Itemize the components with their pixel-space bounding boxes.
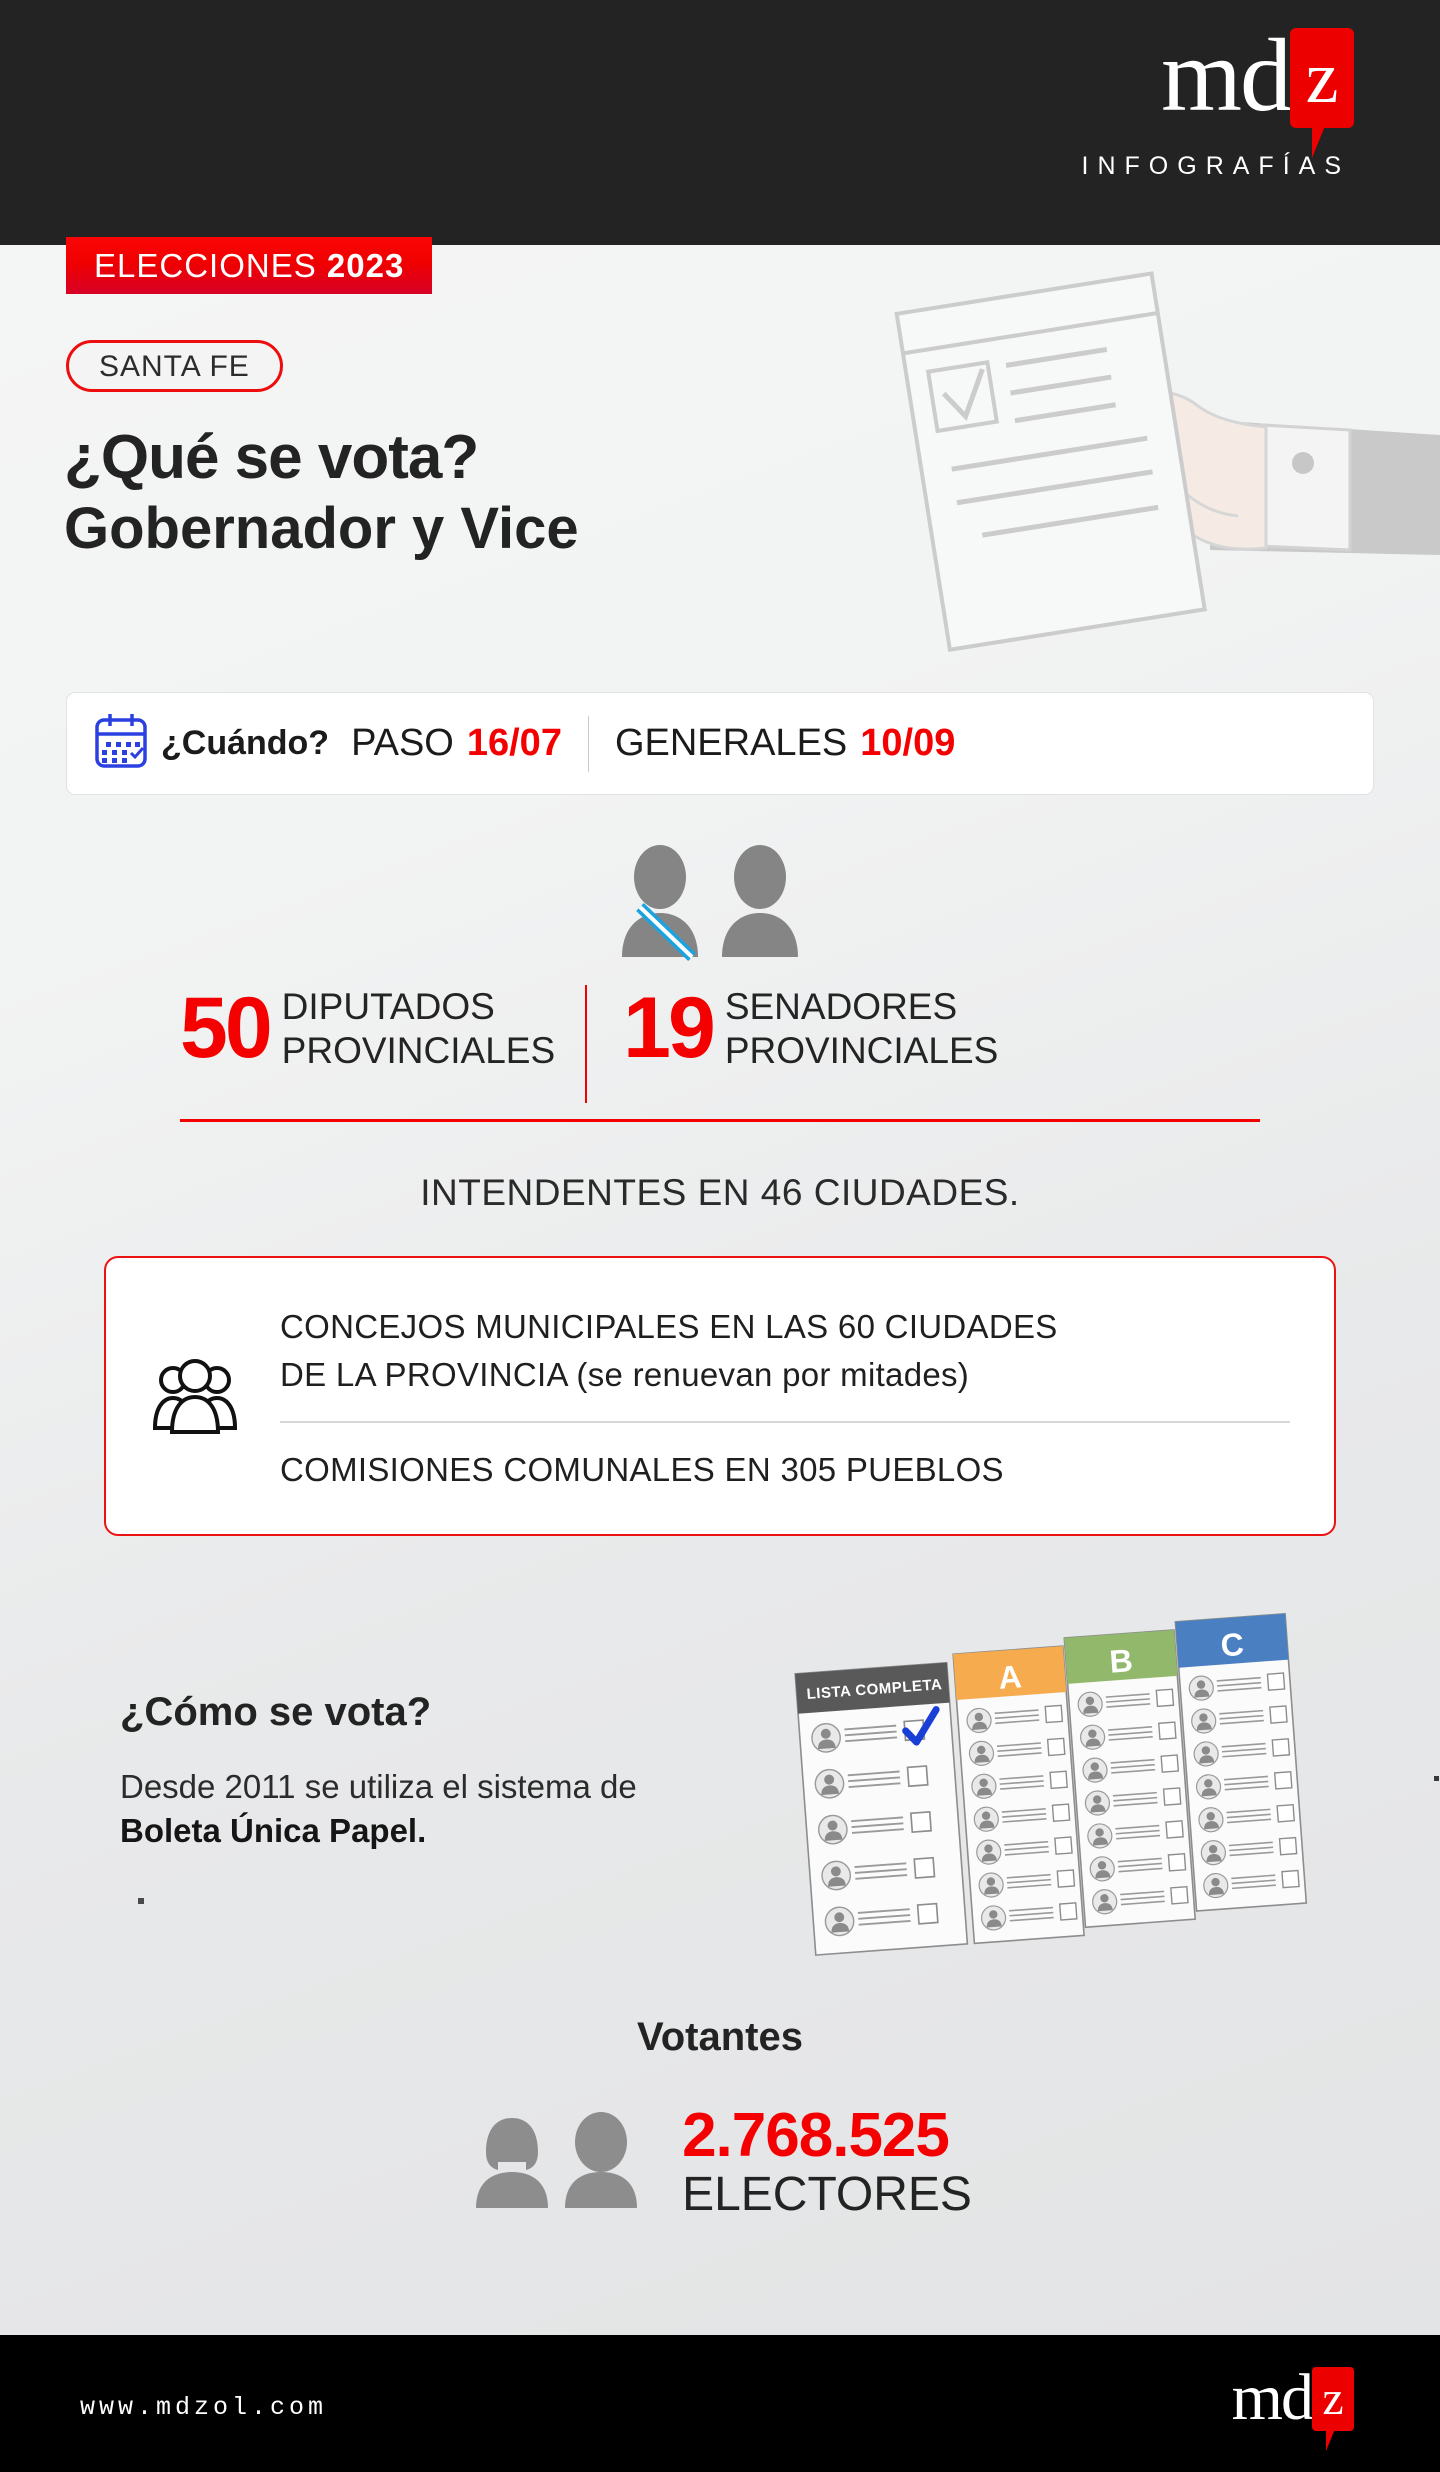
paso-name: PASO <box>351 722 454 764</box>
when-divider <box>587 715 589 772</box>
brand-letters: md <box>1161 18 1292 133</box>
artifact-dot <box>138 1898 144 1904</box>
ballot-column-b: B <box>1063 1629 1197 1929</box>
voters-row: 2.768.525 ELECTORES <box>0 2105 1440 2219</box>
footer-brand-accent-letter: z <box>1322 2372 1344 2425</box>
how-to-vote-block: ¿Cómo se vota? Desde 2011 se utiliza el … <box>120 1690 740 1853</box>
voters-count: 2.768.525 <box>682 2101 950 2170</box>
ballot-column-a: A <box>952 1645 1085 1945</box>
footer-brand-letters: md <box>1231 2361 1314 2434</box>
diputados-number: 50 <box>180 979 273 1076</box>
elections-badge-text: ELECCIONES <box>94 247 317 284</box>
seat-count-senadores: 19 SENADORES PROVINCIALES <box>623 985 998 1072</box>
svg-text:C: C <box>1219 1626 1245 1664</box>
voters-title: Votantes <box>637 2015 803 2059</box>
svg-text:A: A <box>997 1658 1023 1696</box>
province-pill: SANTA FE <box>66 340 283 392</box>
brand-subtitle: INFOGRAFÍAS <box>1081 152 1350 180</box>
province-label: SANTA FE <box>99 350 250 383</box>
people-group-icon <box>150 1358 240 1439</box>
when-label: ¿Cuándo? <box>161 724 330 762</box>
councils-line1-a: CONCEJOS MUNICIPALES EN LAS 60 CIUDADES <box>280 1308 1058 1346</box>
mayors-line: INTENDENTES EN 46 CIUDADES. <box>420 1172 1020 1213</box>
when-segment-generales: GENERALES 10/09 <box>615 722 955 765</box>
header-bar: md z INFOGRAFÍAS <box>0 0 1440 245</box>
page-title: ¿Qué se vota? Gobernador y Vice <box>64 425 579 563</box>
artifact-dot-right <box>1434 1776 1439 1781</box>
two-people-icon <box>468 2110 658 2215</box>
councils-line1-b: DE LA PROVINCIA <box>280 1356 577 1393</box>
hand-ballot-svg <box>894 271 1440 652</box>
voters-label: ELECTORES <box>682 2168 972 2221</box>
senadores-line1: SENADORES <box>724 986 958 1027</box>
footer-bar: www.mdzol.com md z <box>0 2335 1440 2472</box>
how-to-vote-body-prefix: Desde 2011 se utiliza el sistema de <box>120 1768 637 1805</box>
ballot-column-c: C <box>1174 1612 1308 1912</box>
footer-brand-logo: md z <box>1231 2361 1354 2451</box>
calendar-icon <box>93 712 149 775</box>
voters-figures: 2.768.525 ELECTORES <box>682 2105 972 2219</box>
when-segment-paso: PASO 16/07 <box>351 722 562 765</box>
footer-url[interactable]: www.mdzol.com <box>80 2393 328 2422</box>
hand-holding-ballot-illustration <box>880 230 1440 670</box>
seat-counts-underline <box>180 1119 1260 1122</box>
diputados-line2: PROVINCIALES <box>281 1029 556 1071</box>
how-to-vote-body-bold: Boleta Única Papel. <box>120 1811 427 1849</box>
brand-tail-icon <box>1312 126 1325 158</box>
elections-badge: ELECCIONES 2023 <box>66 237 433 294</box>
ballot-column-lista-completa: LISTA COMPLETA <box>794 1661 969 1956</box>
brand-logo: md z INFOGRAFÍAS <box>1024 22 1354 181</box>
brand-logo-mark: md z <box>1161 18 1354 158</box>
councils-box: CONCEJOS MUNICIPALES EN LAS 60 CIUDADES … <box>104 1256 1336 1536</box>
senadores-number: 19 <box>623 979 716 1076</box>
seat-counts-divider <box>585 985 588 1103</box>
councils-line1: CONCEJOS MUNICIPALES EN LAS 60 CIUDADES … <box>280 1303 1290 1399</box>
councils-line1-note: (se renuevan por mitades) <box>576 1356 970 1393</box>
ballot-check-icon <box>902 1706 940 1746</box>
seat-count-diputados: 50 DIPUTADOS PROVINCIALES <box>180 985 555 1072</box>
brand-accent-box: z <box>1290 28 1354 158</box>
paso-date: 16/07 <box>466 722 562 764</box>
brand-accent-letter: z <box>1305 37 1339 119</box>
generales-name: GENERALES <box>614 722 848 764</box>
how-to-vote-body: Desde 2011 se utiliza el sistema de Bole… <box>120 1765 740 1853</box>
when-bar: ¿Cuándo? PASO 16/07 GENERALES 10/09 <box>66 692 1374 795</box>
senadores-line2: PROVINCIALES <box>724 1029 999 1071</box>
generales-date: 10/09 <box>860 722 956 764</box>
ballot-illustration: LISTA COMPLETA A B <box>789 1607 1323 1964</box>
diputados-label: DIPUTADOS PROVINCIALES <box>282 985 555 1072</box>
councils-rule <box>280 1420 1290 1423</box>
how-to-vote-title: ¿Cómo se vota? <box>120 1690 432 1734</box>
svg-text:B: B <box>1108 1642 1134 1680</box>
title-question: ¿Qué se vota? <box>64 423 479 492</box>
two-people-sash-icon <box>600 845 840 980</box>
diputados-line1: DIPUTADOS <box>281 986 495 1027</box>
councils-line2: COMISIONES COMUNALES EN 305 PUEBLOS <box>280 1450 1004 1488</box>
footer-brand-tail-icon <box>1326 2429 1335 2451</box>
ballot-svg: LISTA COMPLETA A B <box>794 1612 1308 1956</box>
title-subject: Gobernador y Vice <box>64 496 579 562</box>
elections-badge-year: 2023 <box>326 247 405 284</box>
seat-counts: 50 DIPUTADOS PROVINCIALES 19 SENADORES P… <box>180 985 1260 1103</box>
senadores-label: SENADORES PROVINCIALES <box>725 985 998 1072</box>
footer-brand-accent-box: z <box>1312 2367 1354 2451</box>
